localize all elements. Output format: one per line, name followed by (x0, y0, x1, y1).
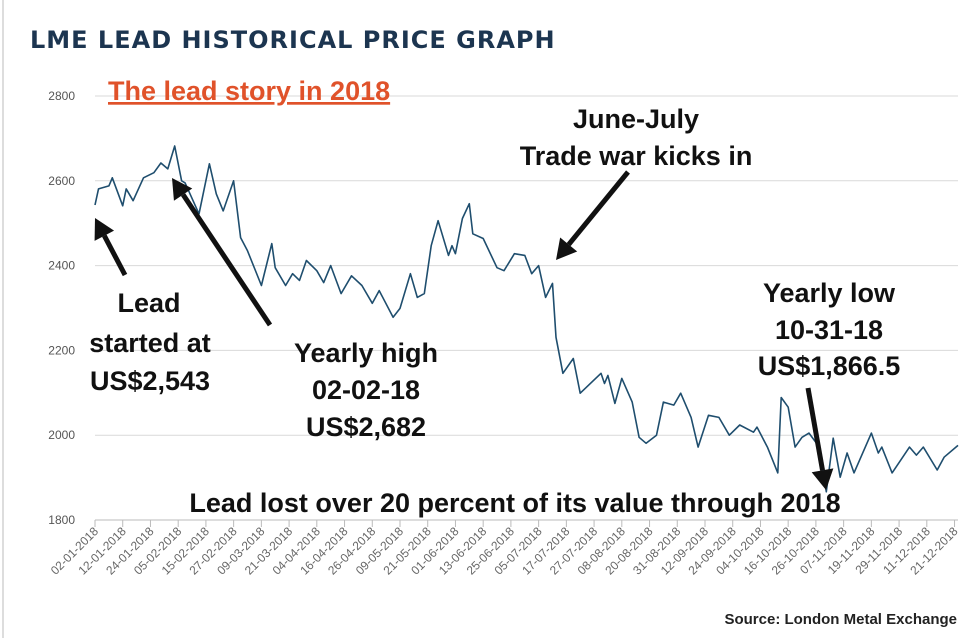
arrow-shaft (805, 387, 825, 471)
annotation-high: Yearly high 02-02-18 US$2,682 (294, 338, 438, 442)
y-axis-ticks: 1800 2000 2200 2400 2600 2800 (48, 89, 75, 527)
y-tick-label: 2000 (48, 428, 75, 442)
y-tick-label: 1800 (48, 513, 75, 527)
arrow-shaft (181, 193, 273, 327)
arrow-shaft (102, 234, 128, 277)
y-tick-label: 2600 (48, 174, 75, 188)
annotation-text: Lead (117, 288, 180, 318)
annotation-arrows (94, 170, 834, 490)
annotation-low: Yearly low 10-31-18 US$1,866.5 (758, 278, 901, 381)
y-tick-label: 2800 (48, 89, 75, 103)
x-axis: 02-01-201812-01-201824-01-201805-02-2018… (48, 519, 961, 578)
summary-annotation: Lead lost over 20 percent of its value t… (189, 488, 840, 518)
arrow-head-icon (94, 218, 115, 241)
y-tick-label: 2400 (48, 259, 75, 273)
annotation-text: June-July (573, 104, 699, 134)
annotation-text: started at (89, 328, 211, 358)
annotation-start: Lead started at US$2,543 (89, 288, 211, 396)
chart-subtitle: The lead story in 2018 (108, 76, 390, 106)
annotation-text: US$2,543 (90, 366, 210, 396)
price-line (94, 145, 959, 493)
arrow-head-icon (556, 237, 578, 260)
arrow-head-icon (811, 468, 834, 490)
annotation-trade-war: June-July Trade war kicks in (520, 104, 753, 171)
annotation-text: US$2,682 (306, 412, 426, 442)
y-tick-label: 2200 (48, 343, 75, 357)
annotation-text: US$1,866.5 (758, 351, 901, 381)
annotation-text: 10-31-18 (775, 315, 883, 345)
gridlines (95, 95, 958, 436)
annotation-text: Yearly low (763, 278, 896, 308)
annotation-text: Yearly high (294, 338, 438, 368)
annotation-text: Trade war kicks in (520, 141, 753, 171)
source-note: Source: London Metal Exchange (724, 611, 957, 628)
annotation-text: 02-02-18 (312, 375, 420, 405)
chart-title: LME LEAD HISTORICAL PRICE GRAPH (30, 26, 556, 54)
arrow-shaft (566, 170, 630, 247)
arrow-head-icon (172, 178, 193, 201)
